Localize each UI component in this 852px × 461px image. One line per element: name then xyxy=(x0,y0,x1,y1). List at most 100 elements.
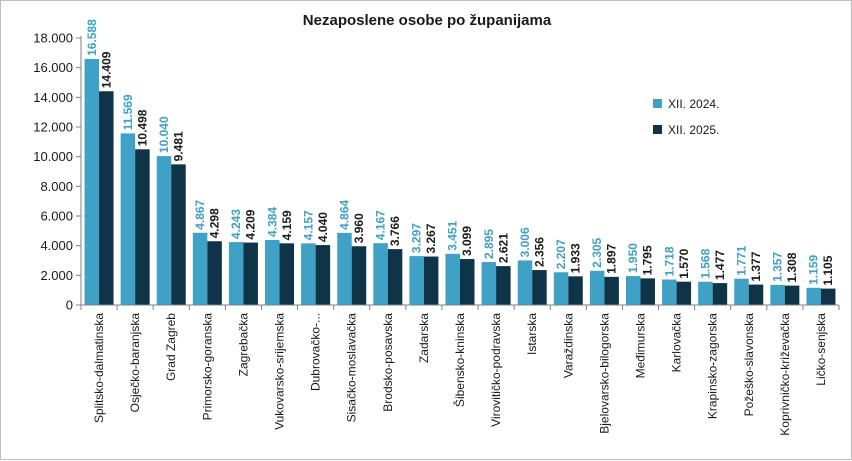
bar-xii-2025 xyxy=(423,256,439,305)
y-tick-label: 6.000 xyxy=(40,209,73,224)
bar-xii-2025 xyxy=(207,241,222,305)
x-tick-label: Primorsko-goranska xyxy=(200,313,214,421)
data-label: 11.569 xyxy=(121,94,135,130)
data-label: 1.718 xyxy=(662,246,676,276)
y-tick-label: 4.000 xyxy=(40,238,73,253)
y-tick-label: 2.000 xyxy=(40,268,73,283)
bar-xii-2025 xyxy=(640,278,655,305)
y-tick-label: 8.000 xyxy=(40,179,73,194)
data-label: 4.384 xyxy=(265,207,279,237)
x-tick-label: Brodsko-posavska xyxy=(381,313,395,412)
chart-title: Nezaposlene osobe po županijama xyxy=(303,12,552,29)
data-label: 4.298 xyxy=(208,208,222,238)
bar-xii-2024 xyxy=(265,239,280,305)
bar-xii-2025 xyxy=(171,164,186,305)
data-label: 1.897 xyxy=(605,244,619,274)
bar-xii-2025 xyxy=(532,270,547,305)
bar-xii-2025 xyxy=(279,243,295,305)
bar-xii-2024 xyxy=(445,253,460,305)
data-label: 4.159 xyxy=(280,210,294,240)
bar-xii-2025 xyxy=(243,242,258,305)
x-tick-label: Dubrovačko-... xyxy=(309,313,323,391)
data-label: 1.771 xyxy=(735,245,749,275)
bar-xii-2025 xyxy=(387,249,403,305)
data-label: 4.157 xyxy=(301,210,315,240)
bar-xii-2025 xyxy=(315,245,331,305)
bar-xii-2024 xyxy=(228,242,244,305)
bar-xii-2025 xyxy=(568,276,583,305)
bar-xii-2024 xyxy=(301,243,316,305)
bar-xii-2025 xyxy=(496,266,511,305)
legend-label: XII. 2024. xyxy=(668,97,719,111)
data-label: 3.766 xyxy=(388,216,402,246)
x-tick-label: Krapinsko-zagorska xyxy=(706,313,720,419)
legend-swatch xyxy=(653,125,662,134)
y-tick-label: 14.000 xyxy=(33,90,73,105)
y-tick-label: 10.000 xyxy=(33,149,73,164)
x-tick-label: Varaždinska xyxy=(561,313,575,378)
x-tick-label: Karlovačka xyxy=(670,313,684,373)
x-tick-label: Koprivničko-križevačka xyxy=(778,313,792,436)
bar-xii-2024 xyxy=(806,287,821,305)
data-label: 4.864 xyxy=(337,199,351,229)
data-label: 2.207 xyxy=(554,239,568,269)
data-label: 2.356 xyxy=(532,237,546,267)
bar-xii-2024 xyxy=(409,256,424,305)
bar-xii-2024 xyxy=(625,276,641,305)
x-tick-label: Ličko-senjska xyxy=(814,313,828,386)
x-tick-label: Osječko-baranjska xyxy=(128,313,142,413)
x-tick-label: Splitsko-dalmatinska xyxy=(92,313,106,423)
x-tick-label: Grad Zagreb xyxy=(164,313,178,381)
bar-xii-2024 xyxy=(84,58,100,305)
data-label: 4.867 xyxy=(193,199,207,229)
legend-label: XII. 2025. xyxy=(668,123,719,137)
legend: XII. 2024. XII. 2025. xyxy=(653,97,719,137)
bar-xii-2024 xyxy=(734,278,749,305)
bars xyxy=(84,58,836,305)
data-label: 3.267 xyxy=(424,223,438,253)
x-tick-label: Istarska xyxy=(525,313,539,355)
bar-xii-2024 xyxy=(156,156,172,305)
data-label: 9.481 xyxy=(171,131,185,161)
y-tick-label: 18.000 xyxy=(33,31,73,46)
data-label: 10.040 xyxy=(157,116,171,153)
data-label: 4.040 xyxy=(316,212,330,242)
data-label: 1.950 xyxy=(626,243,640,273)
bar-xii-2024 xyxy=(373,243,388,305)
bar-xii-2025 xyxy=(135,149,150,305)
bar-xii-2025 xyxy=(784,285,800,305)
x-tick-label: Međimurska xyxy=(633,313,647,379)
x-tick-label: Požeško-slavonska xyxy=(742,313,756,417)
data-label: 14.409 xyxy=(99,51,113,88)
data-label: 1.159 xyxy=(807,254,821,284)
data-label: 1.933 xyxy=(569,243,583,273)
data-label: 3.297 xyxy=(410,223,424,253)
data-label: 1.357 xyxy=(771,252,785,282)
x-tick-label: Šibensko-kninska xyxy=(452,313,467,407)
data-label: 1.795 xyxy=(641,245,655,275)
data-label: 1.477 xyxy=(713,250,727,280)
bar-xii-2025 xyxy=(820,288,836,305)
data-label: 2.305 xyxy=(590,237,604,267)
bar-xii-2024 xyxy=(481,262,497,305)
legend-swatch xyxy=(653,99,662,108)
bar-xii-2024 xyxy=(120,133,136,305)
data-label: 1.568 xyxy=(698,248,712,278)
bar-xii-2024 xyxy=(517,260,533,305)
bar-xii-2024 xyxy=(662,279,677,305)
bar-xii-2024 xyxy=(553,272,569,305)
data-label: 4.209 xyxy=(244,209,258,239)
data-label: 16.588 xyxy=(85,19,99,56)
data-label: 2.621 xyxy=(496,233,510,263)
x-tick-label: Zadarska xyxy=(417,313,431,363)
bar-xii-2024 xyxy=(589,270,605,305)
y-tick-label: 16.000 xyxy=(33,60,73,75)
bar-xii-2025 xyxy=(604,276,619,305)
data-label: 3.099 xyxy=(460,226,474,256)
bar-xii-2025 xyxy=(99,91,114,305)
x-axis: Splitsko-dalmatinska Osječko-baranjska Gra… xyxy=(80,304,840,436)
x-tick-label: Virovitičko-podravska xyxy=(489,313,503,427)
